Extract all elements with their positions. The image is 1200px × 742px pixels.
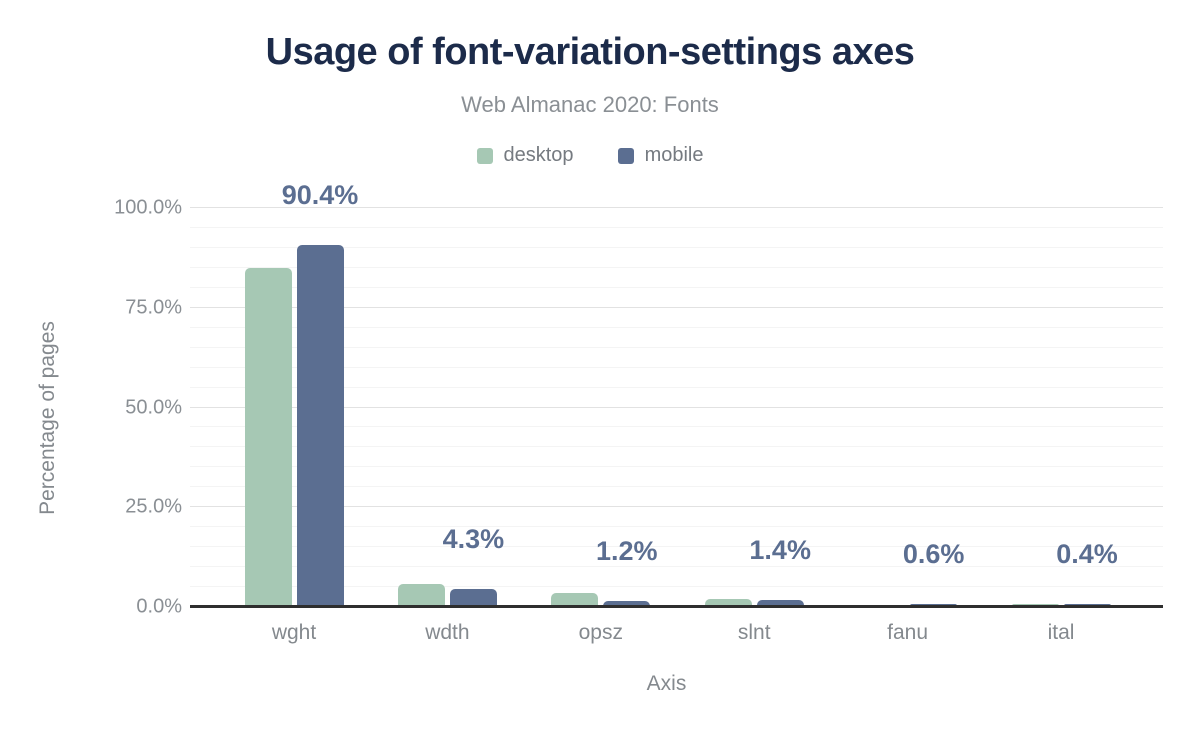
bar-value-label-wght: 90.4% xyxy=(281,180,359,211)
y-tick-label: 100.0% xyxy=(114,196,182,219)
y-tick-label: 50.0% xyxy=(125,396,182,418)
bar-mobile-fanu xyxy=(910,603,958,606)
x-axis-line xyxy=(190,605,1163,608)
minor-gridline xyxy=(190,426,1163,428)
legend: desktop mobile xyxy=(0,144,1180,167)
y-tick-label: 75.0% xyxy=(125,296,182,319)
y-tick-label: 25.0% xyxy=(125,495,182,518)
legend-label-desktop: desktop xyxy=(503,144,574,166)
minor-gridline xyxy=(190,266,1163,268)
chart-subtitle: Web Almanac 2020: Fonts xyxy=(461,92,719,117)
bar-mobile-slnt xyxy=(756,600,804,606)
bar-value-label-wdth: 4.3% xyxy=(442,523,505,554)
x-tick-label-slnt: slnt xyxy=(737,621,771,644)
bar-value-label-slnt: 1.4% xyxy=(749,535,811,566)
bar-desktop-wdth xyxy=(397,584,445,606)
major-gridline xyxy=(190,207,1163,208)
minor-gridline xyxy=(190,346,1163,348)
bar-desktop-slnt xyxy=(704,599,752,606)
minor-gridline xyxy=(190,566,1163,568)
minor-gridline xyxy=(190,526,1163,528)
major-gridline xyxy=(190,506,1163,508)
y-tick-label: 0.0% xyxy=(136,595,182,618)
x-tick-label-wdth: wdth xyxy=(425,621,470,644)
minor-gridline xyxy=(190,386,1163,388)
minor-gridline xyxy=(190,366,1163,368)
legend-swatch-desktop xyxy=(476,147,493,164)
minor-gridline xyxy=(190,286,1163,288)
minor-gridline xyxy=(190,546,1163,548)
major-gridline xyxy=(190,406,1163,408)
chart-header: Usage of font-variation-settings axes We… xyxy=(0,0,1180,167)
minor-gridline xyxy=(190,586,1163,588)
bar-mobile-wdth xyxy=(449,588,497,606)
x-tick-label-fanu: fanu xyxy=(887,621,929,644)
bar-desktop-wght xyxy=(244,268,292,606)
x-tick-label-ital: ital xyxy=(1047,621,1075,644)
legend-item-desktop: desktop xyxy=(476,144,574,167)
bar-value-label-opsz: 1.2% xyxy=(596,536,658,567)
bar-mobile-wght xyxy=(296,245,344,606)
bar-desktop-opsz xyxy=(551,592,599,606)
minor-gridline xyxy=(190,486,1163,488)
minor-gridline xyxy=(190,226,1163,228)
bar-value-label-fanu: 0.6% xyxy=(902,538,965,569)
legend-label-mobile: mobile xyxy=(644,144,704,166)
y-axis-title: Percentage of pages xyxy=(36,321,59,515)
minor-gridline xyxy=(190,326,1163,328)
bar-desktop-ital xyxy=(1011,604,1059,606)
minor-gridline xyxy=(190,246,1163,248)
major-gridline xyxy=(190,306,1163,308)
bar-mobile-opsz xyxy=(603,601,651,606)
legend-swatch-mobile xyxy=(617,147,634,164)
chart-title: Usage of font-variation-settings axes xyxy=(265,31,915,73)
x-tick-label-opsz: opsz xyxy=(578,621,623,644)
minor-gridline xyxy=(190,466,1163,468)
x-tick-label-wght: wght xyxy=(271,621,317,644)
minor-gridline xyxy=(190,446,1163,448)
legend-item-mobile: mobile xyxy=(617,144,704,167)
bar-value-label-ital: 0.4% xyxy=(1056,539,1118,570)
x-axis-title: Axis xyxy=(646,672,687,695)
